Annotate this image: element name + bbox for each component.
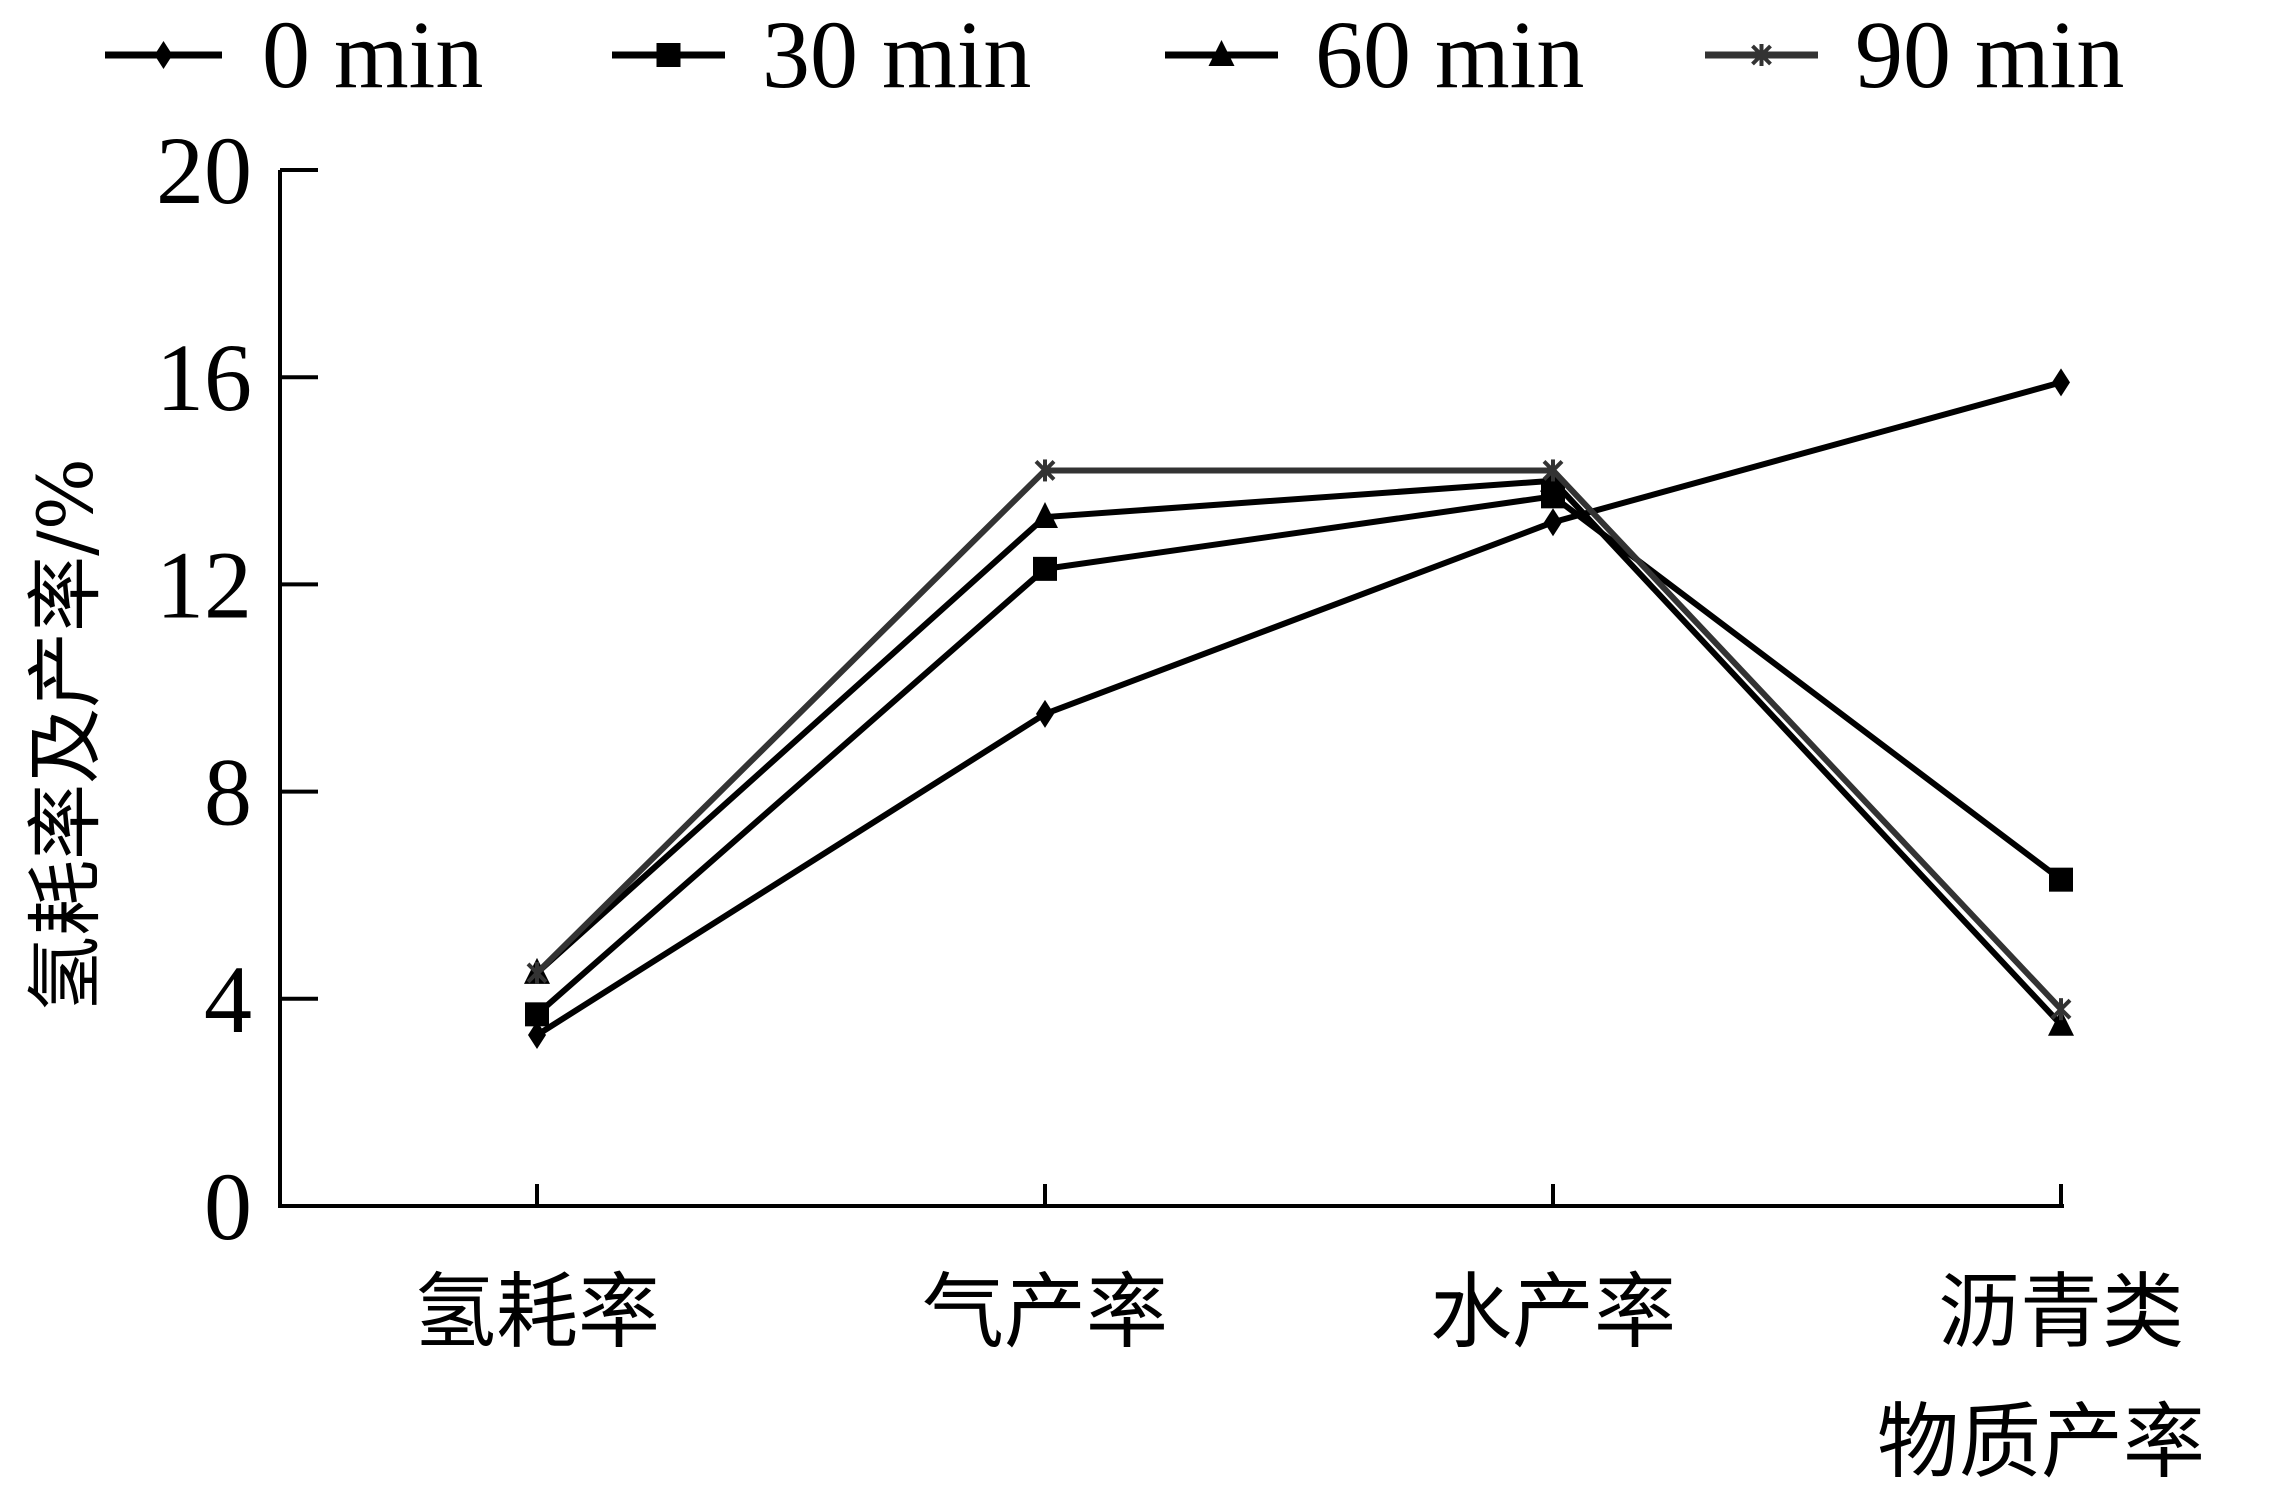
- data-point: [2048, 1009, 2074, 1036]
- data-point: [1542, 459, 1564, 482]
- series-60-min: [524, 465, 2074, 1036]
- data-point: [1032, 502, 1058, 529]
- legend-label: 0 min: [262, 1, 483, 108]
- series-line: [534, 477, 2064, 1027]
- x-tick-label: 氢耗率: [414, 1265, 660, 1360]
- legend-label: 30 min: [762, 1, 1031, 108]
- data-point: [1544, 508, 1562, 537]
- y-ticks: 0 4 8 12 16 20: [156, 117, 318, 1260]
- y-tick-label: 20: [156, 117, 252, 224]
- y-tick-label: 16: [156, 324, 252, 431]
- x-tick-label: 气产率: [922, 1265, 1168, 1360]
- data-point: [525, 1002, 549, 1027]
- legend-item: 30 min: [612, 1, 1031, 108]
- chart-series: [524, 368, 2074, 1050]
- series-line: [534, 467, 2064, 1012]
- data-point: [2052, 368, 2070, 397]
- y-axis-title: 氢耗率及产率/%: [21, 458, 110, 1012]
- data-point: [528, 1021, 546, 1050]
- data-point: [2049, 867, 2073, 892]
- legend-marker: [1208, 40, 1235, 66]
- data-point: [1034, 459, 1056, 482]
- y-tick-label: 0: [204, 1153, 252, 1260]
- chart-legend: 0 min 30 min 60 min 90 min: [105, 1, 2124, 108]
- legend-label: 90 min: [1855, 1, 2124, 108]
- legend-marker: [154, 41, 173, 69]
- series-30-min: [525, 484, 2073, 1027]
- series-line: [535, 379, 2062, 1038]
- y-tick-label: 4: [204, 946, 252, 1053]
- legend-label: 60 min: [1315, 1, 1584, 108]
- series-0-min: [528, 368, 2070, 1050]
- data-point: [1036, 699, 1054, 728]
- data-point: [526, 961, 548, 984]
- legend-item: 90 min: [1705, 1, 2124, 108]
- data-point: [2050, 998, 2072, 1021]
- x-ticks: 氢耗率 气产率 水产率 沥青类物质产率: [414, 1184, 2205, 1490]
- data-point: [1033, 556, 1057, 581]
- series-line: [535, 493, 2063, 1017]
- y-tick-label: 12: [156, 531, 252, 638]
- x-tick-label: 水产率: [1430, 1265, 1676, 1360]
- chart-axes: [278, 170, 2064, 1208]
- legend-item: 0 min: [105, 1, 483, 108]
- legend-item: 60 min: [1165, 1, 1584, 108]
- x-tick-label: 沥青类物质产率: [1877, 1265, 2205, 1490]
- legend-marker: [656, 43, 681, 67]
- legend-marker: [1751, 44, 1772, 66]
- series-90-min: [526, 459, 2072, 1021]
- y-tick-label: 8: [204, 739, 252, 846]
